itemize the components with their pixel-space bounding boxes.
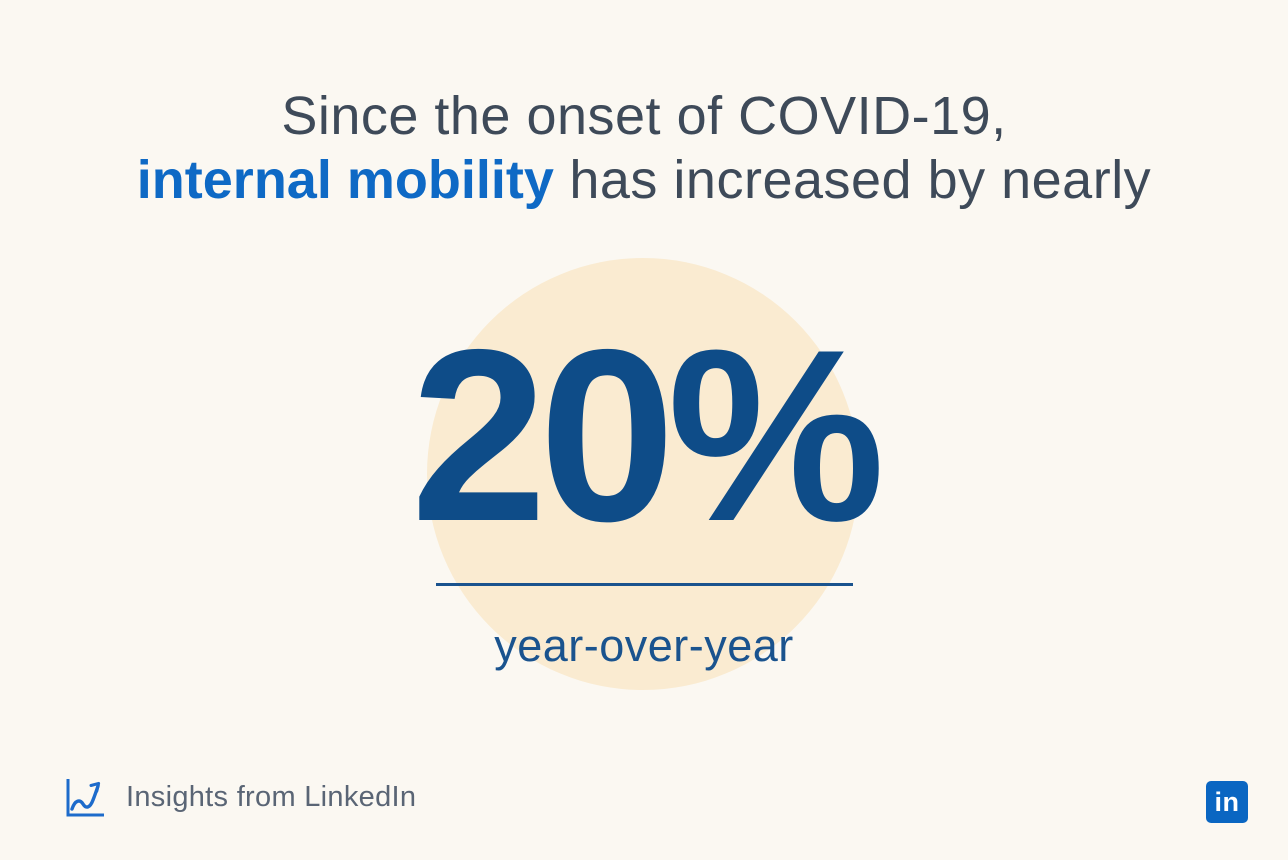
headline-highlight: internal mobility: [136, 150, 554, 210]
footer-attribution: Insights from LinkedIn: [62, 774, 416, 820]
stat-value: 20%: [410, 298, 885, 572]
linkedin-logo-icon: in: [1206, 781, 1248, 823]
headline: Since the onset of COVID-19, internal mo…: [0, 84, 1288, 212]
headline-line2: internal mobility has increased by nearl…: [0, 148, 1288, 212]
trend-line-chart-icon: [66, 779, 104, 817]
headline-line2-rest: has increased by nearly: [553, 150, 1152, 210]
stat-caption: year-over-year: [494, 620, 794, 671]
headline-line1: Since the onset of COVID-19,: [281, 86, 1007, 146]
attribution-label: Insights from LinkedIn: [126, 780, 417, 813]
highlight-circle: [427, 258, 859, 690]
linkedin-logo-text: in: [1214, 787, 1240, 817]
divider-line: [436, 583, 853, 586]
